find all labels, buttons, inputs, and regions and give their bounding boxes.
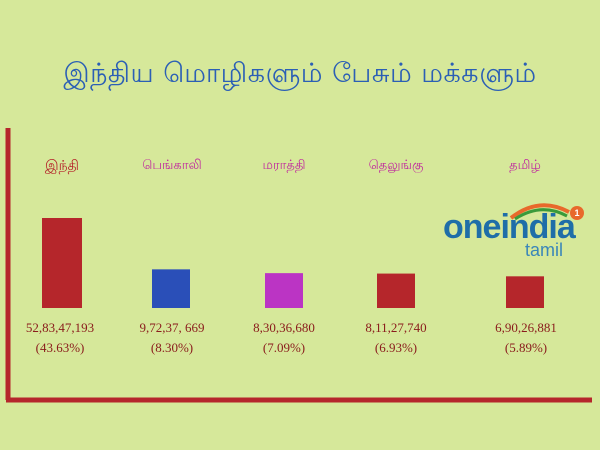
- category-label-telugu: தெலுங்கு: [368, 158, 424, 173]
- oneindia-logo: oneindia tamil 1: [443, 200, 584, 262]
- category-label-bengali: பெங்காலி: [142, 158, 202, 173]
- value-percent-bengali: (8.30%): [150, 340, 194, 355]
- value-count-bengali: 9,72,37, 669: [139, 320, 205, 335]
- value-label-bengali: 9,72,37, 669 (8.30%): [112, 318, 232, 358]
- value-count-hindi: 52,83,47,193: [25, 320, 95, 335]
- category-label-hindi: இந்தி: [44, 158, 80, 174]
- value-label-marathi: 8,30,36,680 (7.09%): [224, 318, 344, 358]
- value-percent-tamil: (5.89%): [504, 340, 548, 355]
- value-count-marathi: 8,30,36,680: [253, 320, 315, 335]
- logo-badge: 1: [570, 206, 584, 220]
- category-label-marathi: மராத்தி: [262, 158, 306, 173]
- value-percent-marathi: (7.09%): [262, 340, 306, 355]
- value-percent-hindi: (43.63%): [35, 340, 85, 355]
- bar-bengali: [152, 269, 190, 308]
- value-count-tamil: 6,90,26,881: [495, 320, 557, 335]
- bar-marathi: [265, 273, 303, 308]
- logo-main-text: oneindia: [443, 208, 576, 246]
- logo-sub-text: tamil: [525, 240, 564, 260]
- category-label-tamil: தமிழ்: [509, 158, 541, 173]
- bar-telugu: [377, 273, 415, 308]
- value-count-telugu: 8,11,27,740: [365, 320, 427, 335]
- value-label-hindi: 52,83,47,193 (43.63%): [0, 318, 120, 358]
- value-label-telugu: 8,11,27,740 (6.93%): [336, 318, 456, 358]
- value-percent-telugu: (6.93%): [374, 340, 418, 355]
- logo-arc-icon: [509, 203, 570, 220]
- bar-tamil: [506, 276, 544, 308]
- bar-hindi: [42, 218, 82, 308]
- chart-title: இந்திய மொழிகளும் பேசும் மக்களும்: [63, 58, 537, 89]
- value-label-tamil: 6,90,26,881 (5.89%): [466, 318, 586, 358]
- bars-group: [42, 218, 544, 308]
